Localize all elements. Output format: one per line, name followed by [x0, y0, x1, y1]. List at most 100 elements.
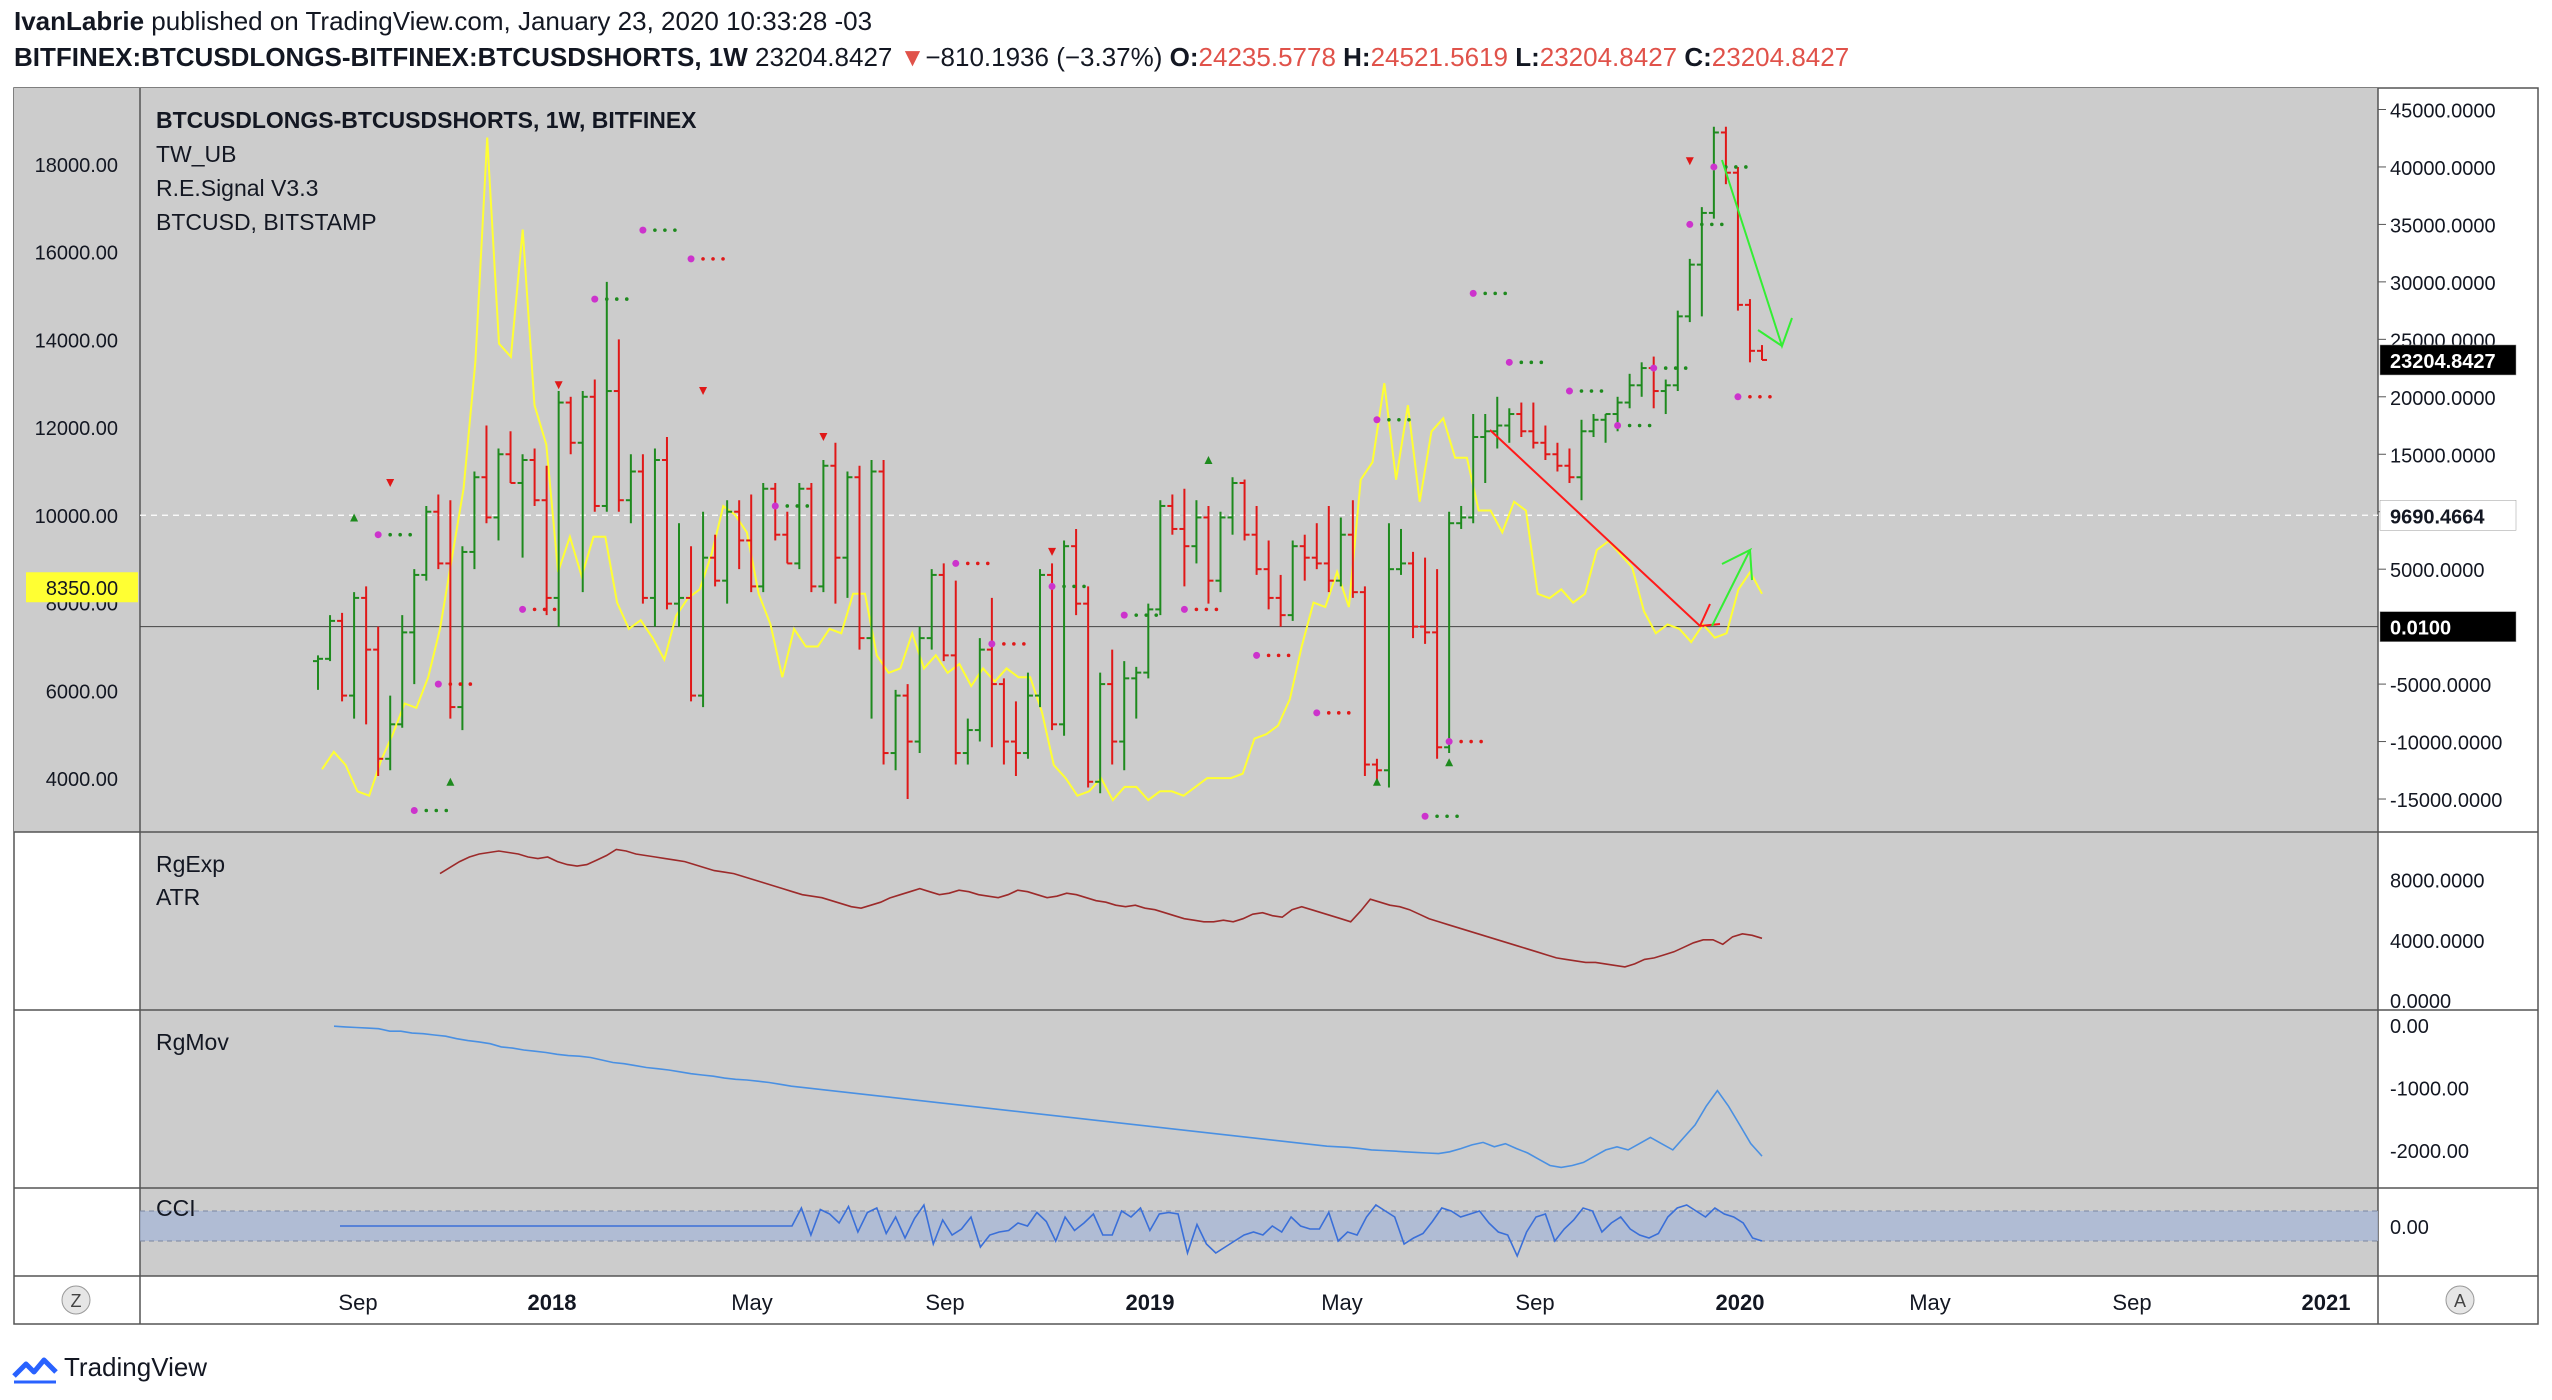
level-marker-tick	[1710, 222, 1714, 227]
level-marker-tick	[1683, 366, 1688, 370]
auto-scale-button-label: A	[2454, 1291, 2466, 1311]
zero-price-label-box	[2379, 611, 2517, 642]
level-marker-tick	[663, 228, 667, 232]
cci-legend: CCI	[156, 1195, 196, 1221]
level-marker-tick	[1407, 417, 1411, 422]
signal-down-triangle	[554, 381, 563, 390]
x-tick-label: Sep	[2112, 1290, 2151, 1315]
ohlc-bar	[661, 437, 672, 610]
signal-down-triangle	[1685, 157, 1694, 166]
ohlc-bar	[1047, 563, 1058, 731]
level-marker-dot	[952, 559, 960, 567]
x-tick-label: Sep	[1515, 1290, 1554, 1315]
right-tick-label: 45000.0000	[2390, 100, 2496, 122]
level-marker-tick	[1022, 642, 1026, 646]
level-marker	[1565, 387, 1604, 395]
signal-down-triangle	[1048, 547, 1057, 556]
ohlc-bar	[950, 580, 961, 765]
level-marker	[988, 640, 1026, 648]
ohlc-bar	[613, 339, 624, 512]
level-marker-tick	[1673, 366, 1678, 370]
last-price-label-box	[2379, 344, 2517, 376]
ohlc-bar	[686, 546, 697, 702]
tradingview-logo-icon	[12, 1357, 58, 1384]
ohlc-bar	[1492, 396, 1503, 449]
level-marker-tick	[1483, 291, 1487, 296]
level-marker-dot	[1505, 358, 1513, 366]
footer-brand[interactable]: TradingView	[64, 1352, 208, 1382]
level-marker	[1686, 220, 1724, 228]
right-tick-label: 15000.0000	[2390, 445, 2496, 467]
zoom-button[interactable]: Z	[61, 1285, 91, 1315]
level-marker-dot	[1686, 220, 1694, 228]
ohlc-bar	[1420, 557, 1431, 644]
price-change: −810.1936 (−3.37%)	[925, 42, 1163, 72]
rgmov-tick-label: -2000.00	[2390, 1141, 2469, 1163]
chart-header: IvanLabrie published on TradingView.com,…	[0, 0, 2552, 80]
ohlc-bar	[830, 442, 841, 604]
ohlc-bar	[818, 460, 829, 593]
zero-price-label: 0.0100	[2390, 618, 2451, 640]
ohlc-bar	[1456, 505, 1467, 529]
ohlc-bar	[1672, 310, 1683, 392]
ohlc-bar	[361, 586, 372, 725]
level-marker-tick	[1214, 607, 1219, 612]
ohlc-bar	[1035, 569, 1045, 708]
publish-line: IvanLabrie published on TradingView.com,…	[14, 6, 872, 37]
level-marker-tick	[711, 257, 715, 261]
level-marker-tick	[1082, 584, 1086, 589]
ohlc-bar	[926, 569, 937, 650]
chart-area[interactable]: Sep 2018 May Sep 2019 May Sep 2020 May Sep 2021 400…	[0, 0, 2552, 1340]
atr-legend-1: ATR	[156, 884, 200, 910]
ohlc-bar	[433, 494, 444, 570]
signal-down-triangle	[699, 387, 708, 396]
level-marker	[1253, 651, 1291, 659]
x-tick-label: 2019	[1126, 1290, 1175, 1315]
level-marker-tick	[1459, 739, 1463, 744]
ohlc-bar	[325, 615, 336, 662]
main-legend-line-2: R.E.Signal V3.3	[156, 175, 318, 201]
rgmov-series-line	[333, 1025, 1763, 1169]
level-marker-tick	[1539, 360, 1544, 365]
level-marker	[1120, 611, 1159, 619]
ohlc-bar	[746, 494, 757, 593]
level-marker-tick	[1599, 389, 1604, 393]
level-marker-tick	[1627, 423, 1632, 428]
ohlc-bar	[1732, 166, 1743, 311]
ohlc-bar	[1504, 408, 1515, 443]
level-marker-tick	[975, 561, 980, 566]
level-marker-tick	[1469, 739, 1473, 744]
x-tick-label: 2021	[2302, 1290, 2351, 1315]
ohlc-bar	[385, 695, 396, 771]
author-name[interactable]: IvanLabrie	[14, 6, 145, 36]
zoom-button-label: Z	[71, 1291, 82, 1311]
level-marker-tick	[458, 682, 463, 686]
ohlc-bar	[734, 500, 745, 570]
level-marker-dot	[374, 531, 382, 539]
level-marker-tick	[1503, 291, 1507, 296]
ohlc-bar	[637, 454, 648, 604]
auto-scale-button[interactable]: A	[2445, 1285, 2475, 1315]
x-tick-label: 2018	[528, 1290, 577, 1315]
auto-scale-button-circle	[2445, 1285, 2475, 1315]
level-marker-tick	[1748, 394, 1752, 399]
ohlc-bar	[878, 460, 889, 765]
level-marker	[1710, 163, 1748, 171]
level-marker-dot	[410, 807, 418, 815]
ohlc-bar	[854, 465, 865, 650]
right-tick-label: -15000.0000	[2390, 790, 2502, 812]
level-marker-tick	[1194, 607, 1199, 612]
level-marker-tick	[1144, 613, 1149, 617]
level-marker-tick	[542, 607, 547, 612]
ohlc-bar	[493, 448, 504, 541]
symbol-line: BITFINEX:BTCUSDLONGS-BITFINEX:BTCUSDSHOR…	[14, 42, 1849, 73]
ohlc-bar	[1107, 649, 1118, 765]
ohlc-bar	[1383, 523, 1394, 788]
level-marker-tick	[1346, 711, 1351, 715]
level-marker-tick	[653, 228, 657, 232]
level-marker-tick	[1768, 394, 1772, 399]
level-marker-tick	[1647, 423, 1652, 428]
ohlc-bar	[1167, 494, 1178, 535]
green-up-arrow-head	[1749, 549, 1753, 581]
ohlc-bar	[1251, 505, 1262, 575]
